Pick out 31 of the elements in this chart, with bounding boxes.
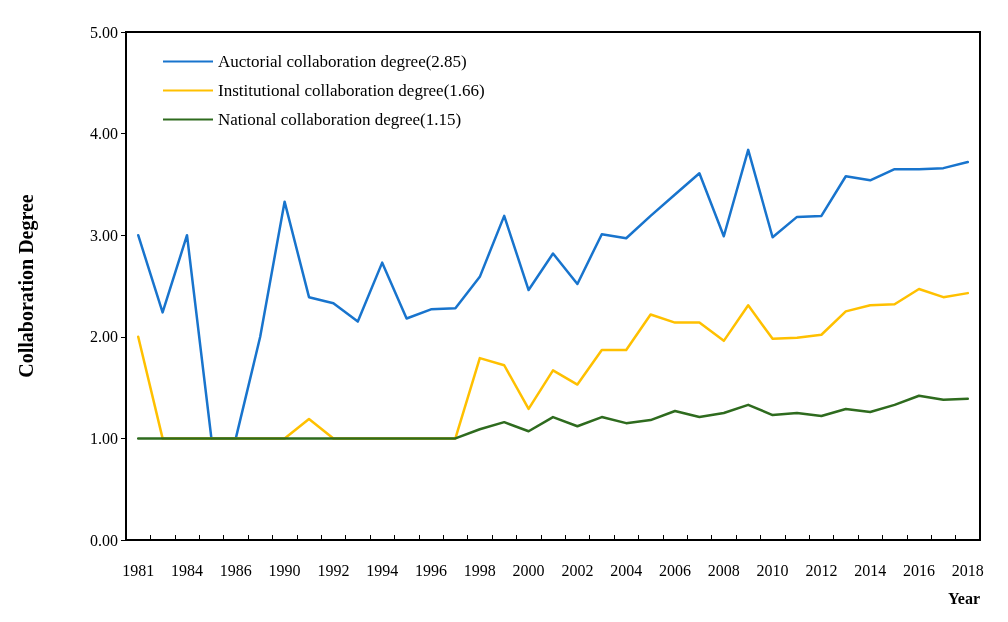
x-tick-label: 2006 bbox=[659, 561, 691, 579]
y-tick-label: 3.00 bbox=[90, 226, 118, 244]
legend-label: Auctorial collaboration degree(2.85) bbox=[218, 52, 467, 71]
x-tick-label: 1998 bbox=[463, 561, 496, 579]
y-tick-label: 5.00 bbox=[90, 23, 118, 41]
y-tick-label: 0.00 bbox=[90, 531, 118, 549]
x-axis-title: Year bbox=[948, 589, 980, 607]
legend-label: National collaboration degree(1.15) bbox=[218, 110, 462, 129]
line-series bbox=[136, 394, 970, 440]
x-tick-label: 1990 bbox=[268, 561, 301, 579]
x-tick-label: 1986 bbox=[219, 561, 252, 579]
y-tick-label: 2.00 bbox=[90, 328, 118, 346]
x-tick-label: 2018 bbox=[951, 561, 984, 579]
x-tick-label: 2012 bbox=[805, 561, 838, 579]
x-tick-label: 1994 bbox=[366, 561, 399, 579]
x-tick-label: 2004 bbox=[610, 561, 643, 579]
x-tick-label: 1992 bbox=[317, 561, 350, 579]
x-tick-label: 2014 bbox=[854, 561, 887, 579]
y-tick-label: 1.00 bbox=[90, 429, 118, 447]
y-tick-label: 4.00 bbox=[90, 125, 118, 143]
x-tick-label: 2002 bbox=[561, 561, 594, 579]
x-tick-label: 2000 bbox=[512, 561, 545, 579]
y-axis-title: Collaboration Degree bbox=[15, 194, 38, 378]
x-tick-label: 1981 bbox=[122, 561, 155, 579]
legend-label: Institutional collaboration degree(1.66) bbox=[218, 81, 485, 100]
line-series bbox=[136, 148, 970, 440]
x-tick-label: 2010 bbox=[756, 561, 789, 579]
x-tick-label: 2016 bbox=[903, 561, 935, 579]
x-tick-label: 1996 bbox=[415, 561, 447, 579]
x-tick-label: 2008 bbox=[707, 561, 740, 579]
x-tick-label: 1984 bbox=[171, 561, 203, 579]
